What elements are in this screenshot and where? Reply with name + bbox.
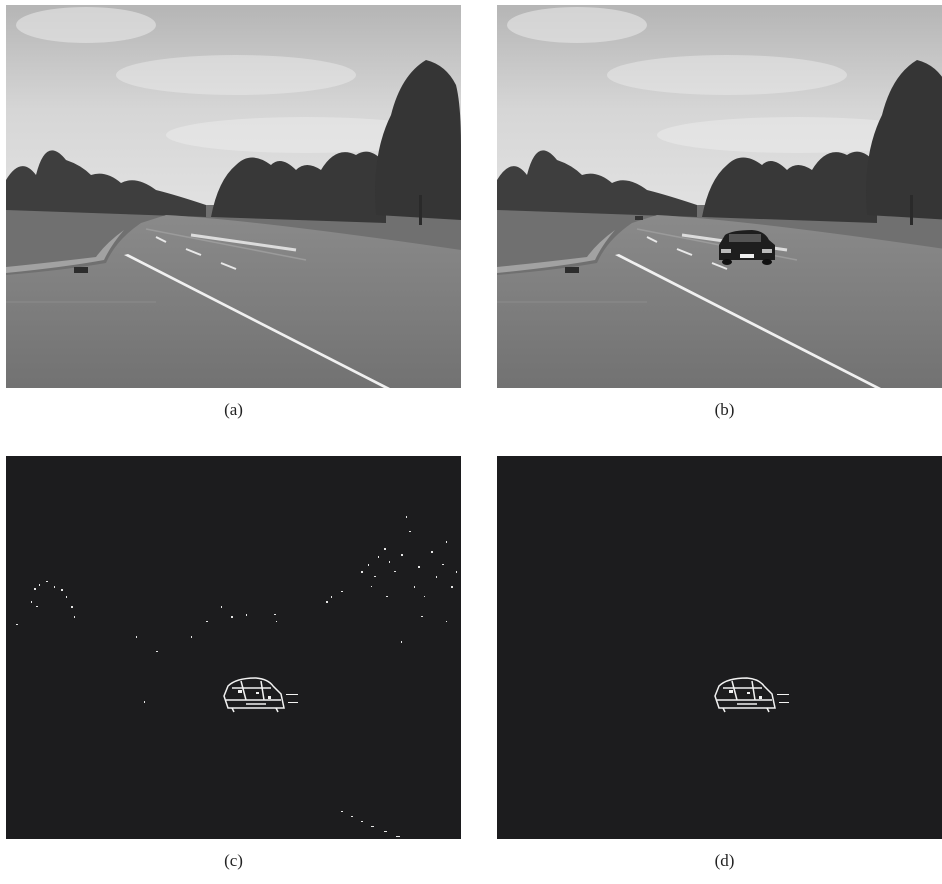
car-object bbox=[719, 230, 775, 265]
road-scene-with-car-image bbox=[497, 5, 942, 388]
panel-d-image bbox=[497, 456, 942, 839]
car-outline bbox=[714, 677, 776, 713]
road-scene-empty-image bbox=[6, 5, 461, 388]
car-outline bbox=[223, 677, 285, 713]
caption-b: (b) bbox=[714, 400, 735, 419]
panel-b-image bbox=[497, 5, 942, 388]
caption-a: (a) bbox=[224, 400, 243, 419]
difference-mask-noisy-image bbox=[6, 456, 461, 839]
difference-mask-filtered-image bbox=[497, 456, 942, 839]
panel-c-image bbox=[6, 456, 461, 839]
caption-d: (d) bbox=[714, 851, 735, 870]
panel-a-image bbox=[6, 5, 461, 388]
caption-c: (c) bbox=[224, 851, 243, 870]
